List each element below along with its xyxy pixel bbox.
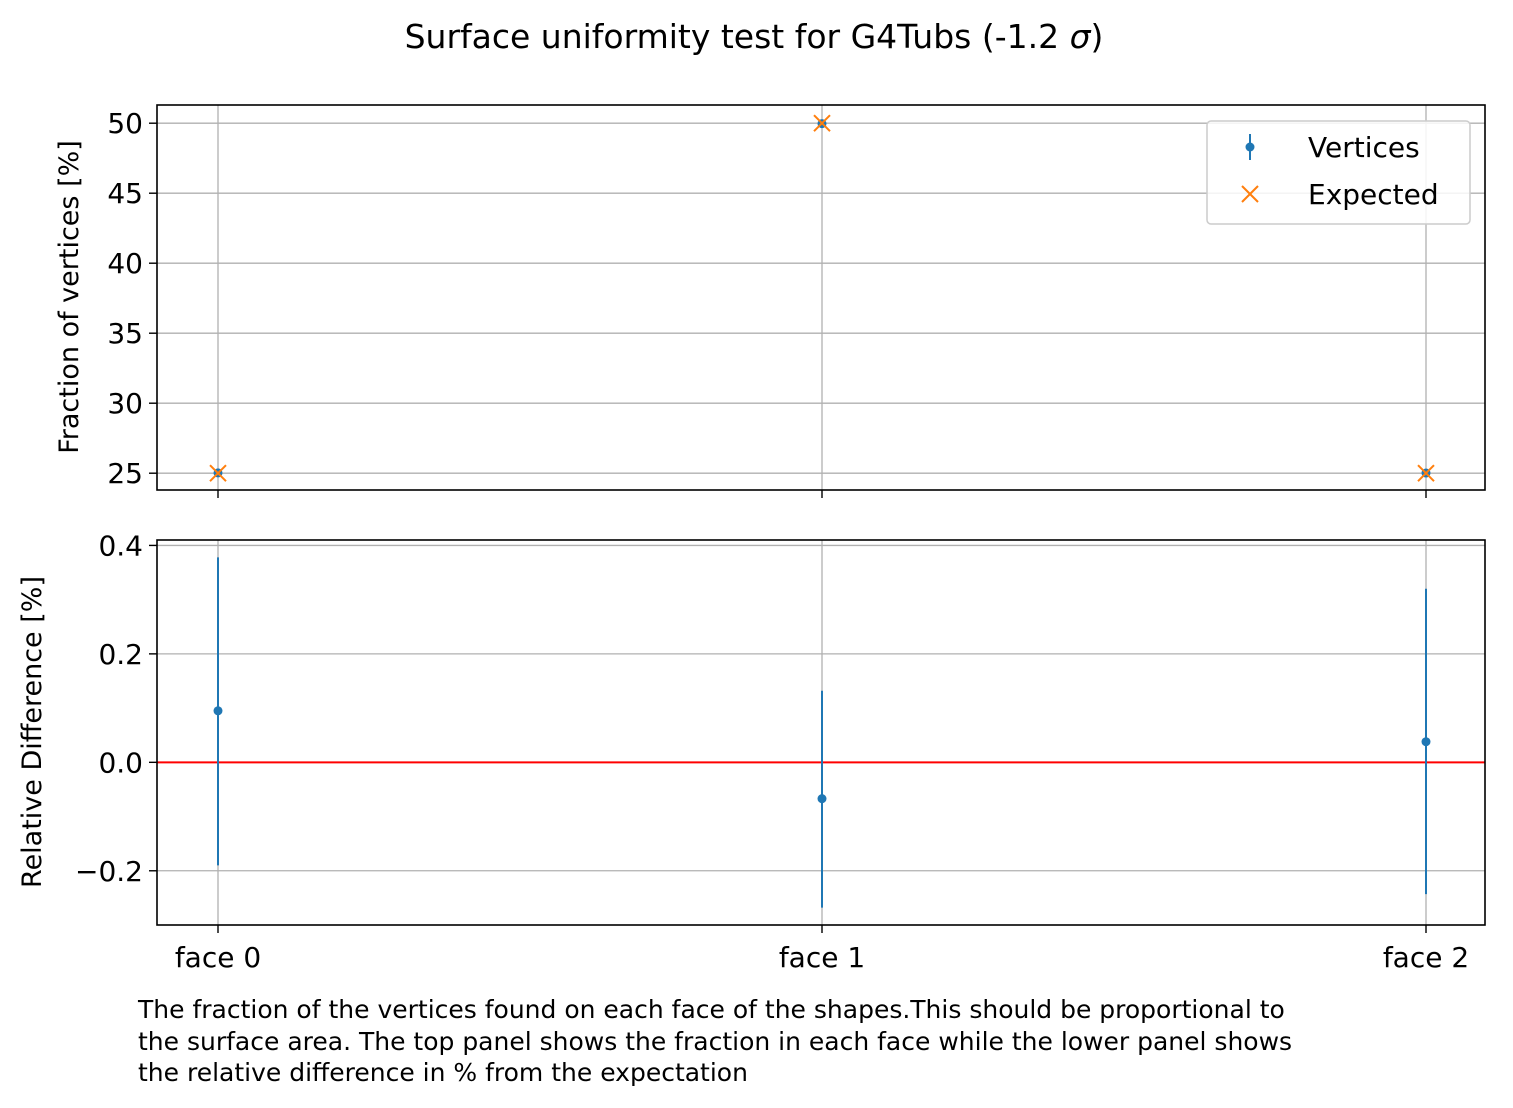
expected-marker-stroke-b-1 (813, 114, 831, 132)
expected-marker-stroke-b-2 (1417, 464, 1435, 482)
ytick-label-5: 50 (107, 107, 143, 140)
bottom-xticks: face 0 face 1 face 2 (175, 925, 1469, 974)
ytick-label-2: 0.2 (98, 638, 143, 671)
top-xticks (217, 490, 1427, 498)
ytick-label-1: 30 (107, 387, 143, 420)
bottom-panel: −0.2 0.0 0.2 0.4 face 0 face 1 face 2 Relativ… (17, 529, 1486, 974)
reldiff-point-0 (213, 706, 223, 716)
bottom-yticks: −0.2 0.0 0.2 0.4 (75, 529, 157, 888)
ytick-label-3: 0.4 (98, 529, 143, 562)
ytick-label-4: 45 (107, 177, 143, 210)
top-marks (209, 114, 1435, 482)
caption-line-3: the relative difference in % from the ex… (138, 1058, 748, 1087)
top-yticks: 25 30 35 40 45 50 (107, 107, 157, 490)
bottom-panel-frame (156, 539, 1486, 926)
expected-marker-stroke-b-0 (209, 464, 227, 482)
top-panel-frame (156, 104, 1486, 491)
caption-line-1: The fraction of the vertices found on ea… (138, 995, 1285, 1024)
ytick-label-0: −0.2 (75, 855, 143, 888)
legend-vertices-label: Vertices (1308, 131, 1420, 164)
chart-title-suffix: ) (1091, 17, 1104, 56)
expected-marker-0 (209, 464, 227, 482)
expected-marker-2 (1417, 464, 1435, 482)
ytick-label-1: 0.0 (98, 746, 143, 779)
chart-title: Surface uniformity test for G4Tubs (-1.2… (405, 17, 1104, 56)
caption-line-2: the surface area. The top panel shows th… (138, 1026, 1293, 1056)
ytick-label-3: 40 (107, 247, 143, 280)
top-panel: 25 30 35 40 45 50 Fraction of vertices [%] Ve… (54, 104, 1486, 498)
xtick-label-1: face 1 (779, 941, 865, 974)
chart-title-prefix: Surface uniformity test for G4Tubs (-1.2 (405, 17, 1070, 56)
ytick-label-0: 25 (107, 457, 143, 490)
chart-title-sigma: σ (1070, 17, 1092, 56)
legend: Vertices Expected (1206, 120, 1471, 225)
reldiff-point-1 (817, 794, 827, 804)
legend-vertices-marker (1245, 142, 1255, 152)
legend-expected-marker (1241, 185, 1259, 203)
xtick-label-2: face 2 (1383, 941, 1469, 974)
ytick-label-2: 35 (107, 317, 143, 350)
reldiff-point-2 (1421, 737, 1431, 747)
bottom-marks (213, 557, 1431, 908)
xtick-label-0: face 0 (175, 941, 261, 974)
legend-box (1206, 120, 1471, 225)
legend-expected-label: Expected (1308, 178, 1439, 211)
bottom-ylabel: Relative Difference [%] (17, 576, 48, 888)
top-ylabel: Fraction of vertices [%] (54, 140, 85, 454)
expected-marker-1 (813, 114, 831, 132)
figure-caption: The fraction of the vertices found on ea… (138, 994, 1508, 1089)
